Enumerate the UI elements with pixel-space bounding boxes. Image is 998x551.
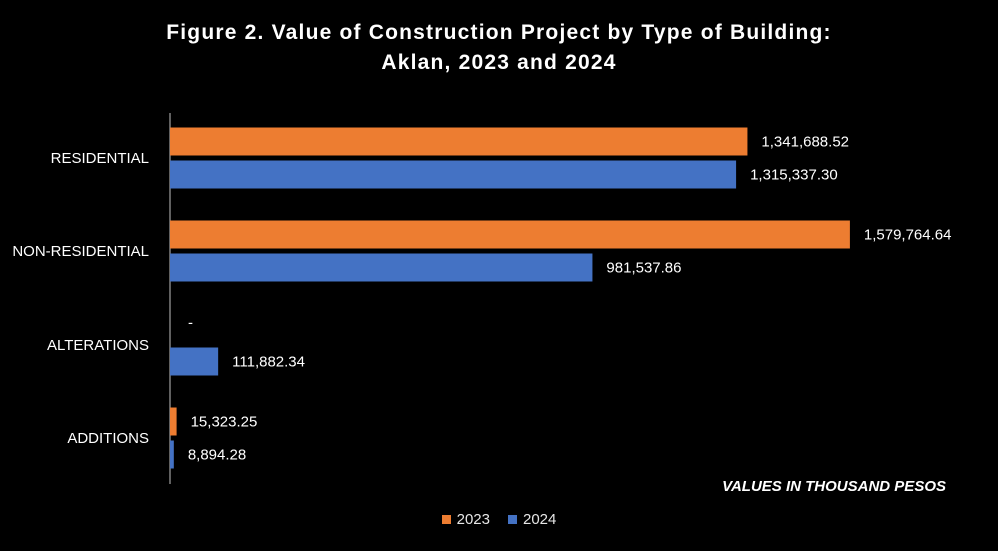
bar-2023-1	[170, 220, 850, 249]
bar-2024-1	[170, 253, 593, 282]
category-label: NON-RESIDENTIAL	[12, 243, 149, 260]
chart-title-line2: Aklan, 2023 and 2024	[381, 51, 617, 74]
data-label-2024-2: 111,882.34	[232, 354, 305, 371]
category-label: ALTERATIONS	[47, 337, 149, 354]
legend-swatch-2023	[441, 515, 451, 524]
legend: 2023 2024	[0, 511, 998, 528]
chart-title: Figure 2. Value of Construction Project …	[0, 18, 998, 78]
data-label-2023-2: -	[188, 315, 193, 332]
data-label-2024-3: 8,894.28	[188, 447, 246, 464]
data-label-2024-0: 1,315,337.30	[750, 167, 838, 184]
legend-item-2024: 2024	[508, 511, 556, 528]
bar-2023-0	[170, 127, 748, 156]
legend-label-2023: 2023	[456, 511, 490, 528]
bar-2024-2	[170, 347, 219, 376]
data-label-2024-1: 981,537.86	[606, 260, 681, 277]
bar-2024-0	[170, 160, 737, 189]
legend-label-2024: 2024	[523, 511, 557, 528]
legend-swatch-2024	[508, 515, 517, 524]
units-annotation: VALUES IN THOUSAND PESOS	[722, 478, 946, 495]
bar-2024-3	[170, 440, 174, 469]
bar-2023-3	[170, 407, 177, 436]
category-label: RESIDENTIAL	[51, 150, 149, 167]
legend-item-2023: 2023	[441, 511, 490, 528]
data-label-2023-1: 1,579,764.64	[864, 227, 952, 244]
chart-title-line1: Figure 2. Value of Construction Project …	[166, 21, 832, 44]
data-label-2023-3: 15,323.25	[191, 414, 258, 431]
category-label: ADDITIONS	[67, 430, 149, 447]
data-label-2023-0: 1,341,688.52	[761, 134, 849, 151]
